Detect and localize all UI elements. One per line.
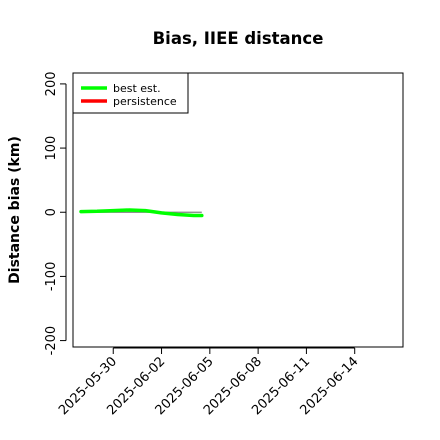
y-tick-label: -200 [44,326,59,356]
series-line-best-est [79,208,204,218]
legend: best est. persistence [72,72,189,114]
y-tick-label: 0 [44,208,59,216]
y-tick-label: -100 [44,262,59,292]
y-tick-label: 200 [44,71,59,96]
x-axis: 2025-05-302025-06-022025-06-052025-06-08… [56,347,362,418]
y-axis-label: Distance bias (km) [7,136,23,284]
legend-label-best-est: best est. [113,82,161,95]
plot-area [72,72,404,348]
y-tick-label: 100 [44,136,59,161]
chart-title: Bias, IIEE distance [153,29,324,48]
legend-box [72,72,189,114]
plot-lines [79,208,204,218]
legend-label-persistence: persistence [113,95,177,108]
y-axis: -200 -100 0 100 200 [44,71,67,356]
